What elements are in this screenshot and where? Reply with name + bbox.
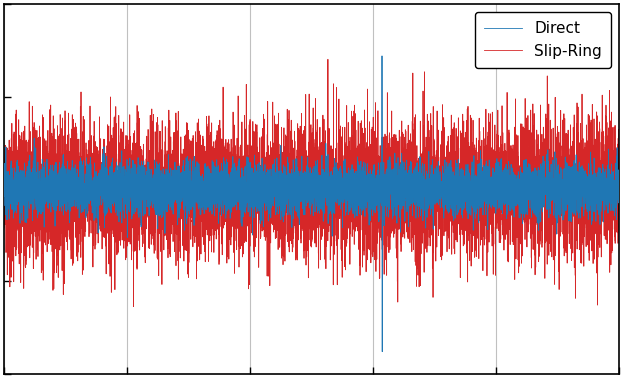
Slip-Ring — [324, 57, 331, 62]
Direct — [456, 189, 464, 193]
Direct — [223, 193, 231, 197]
Slip-Ring — [130, 304, 137, 309]
Direct — [615, 179, 622, 184]
Slip-Ring — [31, 216, 39, 220]
Direct — [364, 175, 371, 180]
Line: Slip-Ring: Slip-Ring — [4, 59, 619, 307]
Slip-Ring — [615, 209, 622, 214]
Direct — [391, 151, 399, 155]
Slip-Ring — [1, 226, 8, 230]
Direct — [489, 174, 497, 178]
Slip-Ring — [456, 193, 464, 198]
Direct — [379, 349, 386, 354]
Slip-Ring — [391, 199, 399, 204]
Slip-Ring — [364, 192, 372, 197]
Direct — [31, 182, 39, 187]
Legend: Direct, Slip-Ring: Direct, Slip-Ring — [475, 12, 611, 68]
Direct — [378, 54, 386, 58]
Line: Direct: Direct — [4, 56, 619, 352]
Slip-Ring — [223, 170, 231, 175]
Direct — [1, 189, 8, 194]
Slip-Ring — [489, 189, 497, 194]
